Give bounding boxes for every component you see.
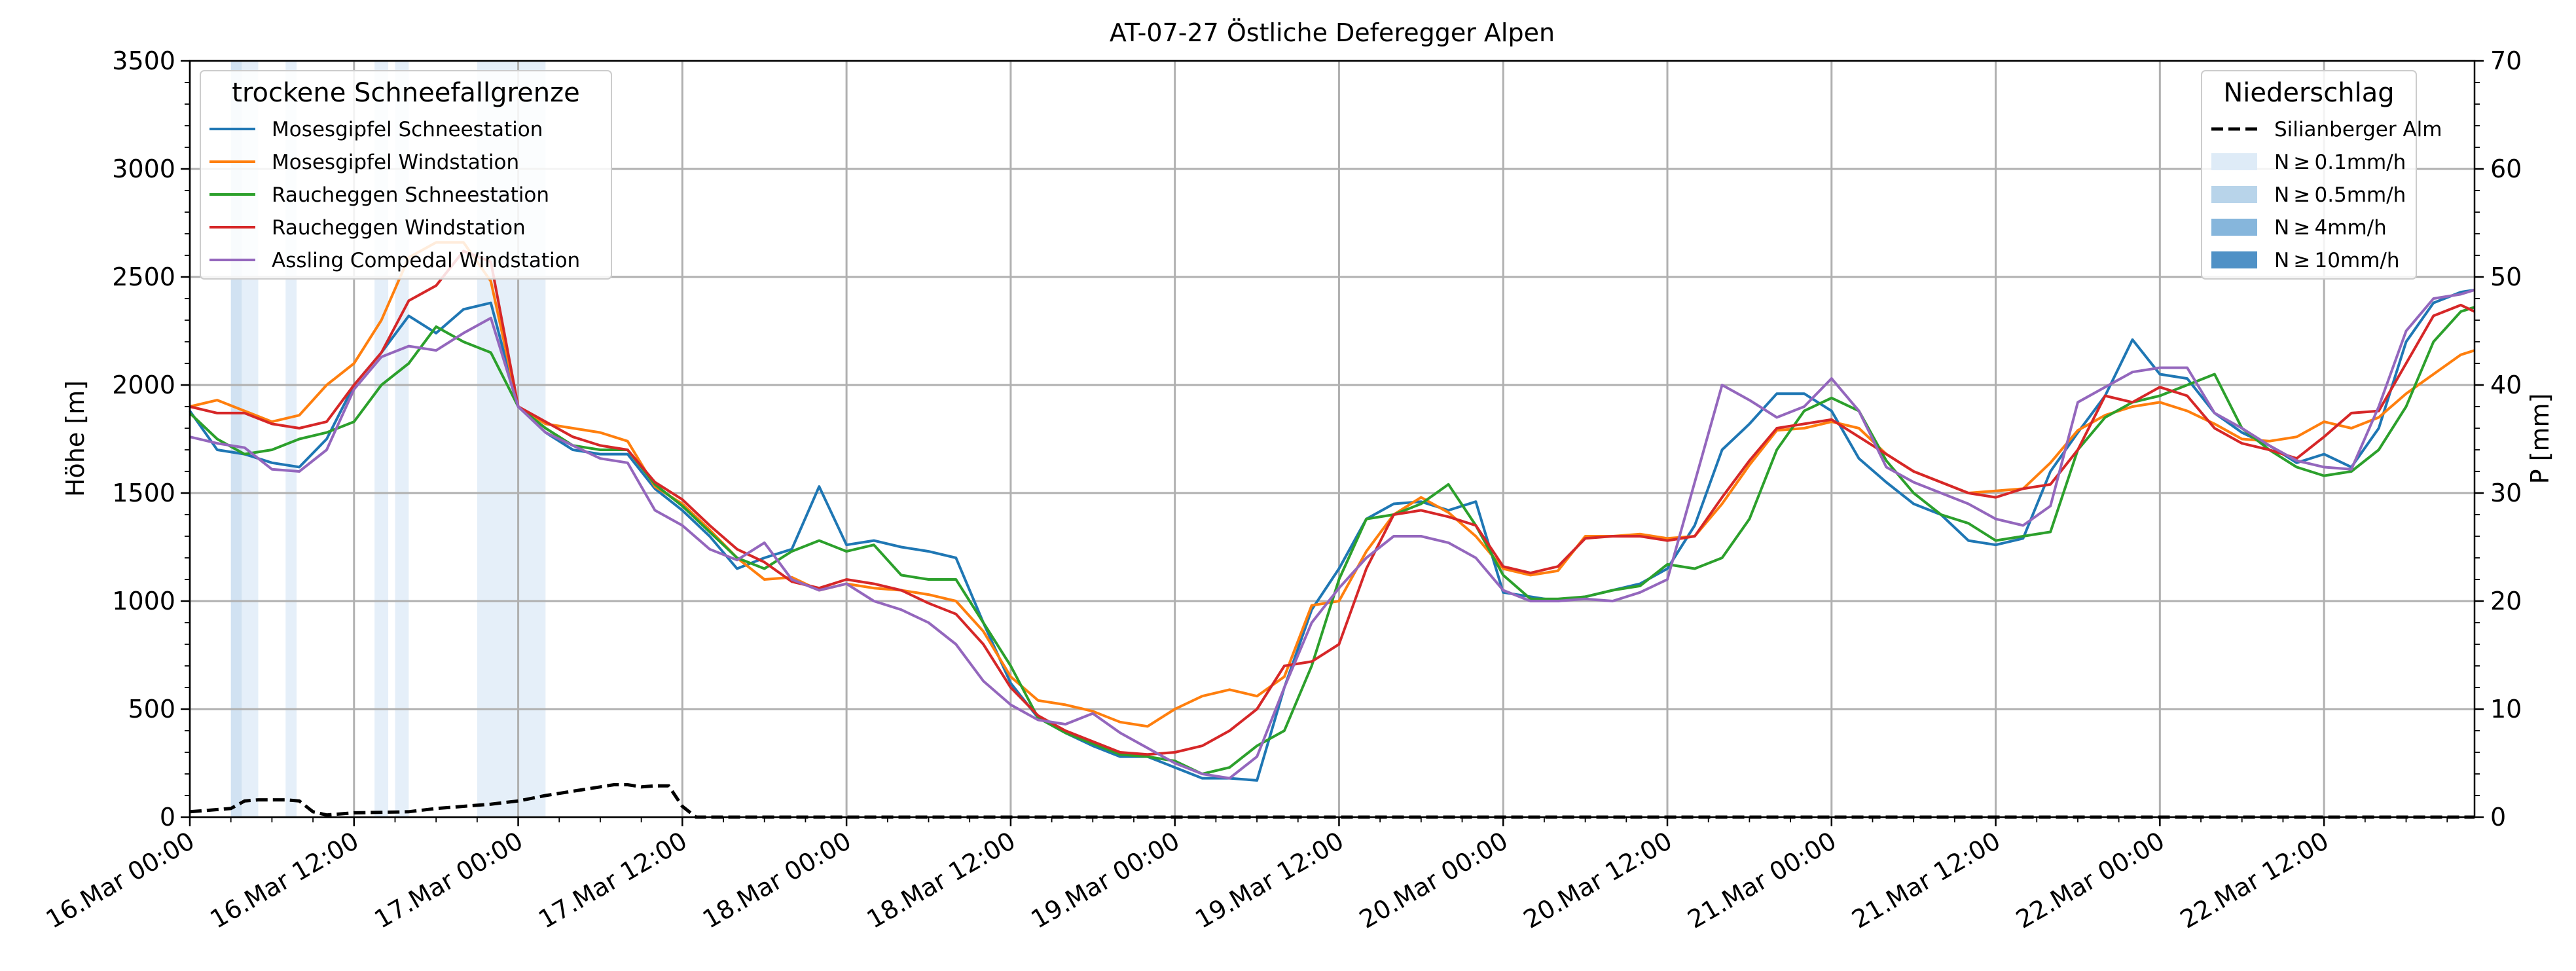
legend-left-title: trockene Schneefallgrenze [232, 78, 579, 108]
x-tick-label: 21.Mar 12:00 [1847, 826, 2005, 934]
series-line-2 [189, 241, 2475, 728]
legend-right-swatch [2211, 153, 2257, 170]
x-tick-label: 17.Mar 12:00 [534, 826, 692, 934]
legend-left-label: Raucheggen Schneestation [272, 183, 549, 207]
y-tick-label-left: 3000 [112, 155, 175, 183]
legend-right-swatch [2211, 219, 2257, 236]
legend-right-label: N ≥ 0.5mm/h [2274, 183, 2406, 207]
legend-right-label: N ≥ 10mm/h [2274, 249, 2399, 272]
x-tick-label: 22.Mar 12:00 [2175, 826, 2334, 934]
y-tick-label-right: 0 [2490, 803, 2506, 832]
x-tick-label: 20.Mar 12:00 [1519, 826, 1677, 934]
y-tick-label-right: 10 [2490, 695, 2522, 724]
legend-left-box [200, 70, 612, 280]
y-axis-label-right: P [mm] [2526, 394, 2554, 485]
y-tick-label-right: 60 [2490, 155, 2522, 183]
legend-right-label: Silianberger Alm [2274, 118, 2442, 141]
y-tick-label-left: 1000 [112, 587, 175, 615]
chart-title: AT-07-27 Östliche Deferegger Alpen [1110, 18, 1555, 47]
y-tick-label-left: 2000 [112, 371, 175, 399]
x-tick-label: 18.Mar 12:00 [862, 826, 1021, 934]
x-tick-label: 19.Mar 00:00 [1026, 826, 1184, 934]
y-tick-label-left: 500 [128, 695, 175, 724]
plot-frame [189, 60, 2476, 818]
x-tick-label: 18.Mar 00:00 [698, 826, 856, 934]
legend-right-label: N ≥ 0.1mm/h [2274, 151, 2406, 174]
y-tick-label-left: 2500 [112, 263, 175, 291]
x-tick-label: 16.Mar 00:00 [41, 826, 200, 934]
legend-right-title: Niederschlag [2223, 78, 2394, 108]
series-line-silianberger-alm [189, 783, 2475, 819]
x-tick-label: 22.Mar 00:00 [2011, 826, 2169, 934]
y-tick-label-right: 70 [2490, 46, 2522, 75]
legend-left-label: Mosesgipfel Windstation [272, 151, 519, 174]
x-tick-label: 19.Mar 12:00 [1190, 826, 1349, 934]
y-tick-label-right: 40 [2490, 371, 2522, 399]
y-tick-label-right: 50 [2490, 263, 2522, 291]
y-tick-label-right: 30 [2490, 479, 2522, 507]
legend-right-label: N ≥ 4mm/h [2274, 216, 2387, 240]
legend-right-swatch [2211, 186, 2257, 203]
series-line-5 [189, 288, 2475, 780]
x-tick-label: 17.Mar 00:00 [369, 826, 528, 934]
series-line-4 [189, 249, 2475, 756]
x-tick-label: 21.Mar 00:00 [1683, 826, 1841, 934]
y-tick-label-left: 0 [160, 803, 175, 832]
legend-left: trockene Schneefallgrenze Mosesgipfel Sch… [200, 70, 612, 280]
y-tick-label-left: 1500 [112, 479, 175, 507]
y-tick-label-left: 3500 [112, 46, 175, 75]
x-tick-label: 20.Mar 00:00 [1354, 826, 1513, 934]
y-tick-label-right: 20 [2490, 587, 2522, 615]
legend-right: Niederschlag Silianberger Alm N ≥ 0.1mm/h N… [2201, 70, 2442, 280]
legend-left-label: Mosesgipfel Schneestation [272, 118, 543, 141]
x-tick-label: 16.Mar 12:00 [206, 826, 364, 934]
legend-left-label: Raucheggen Windstation [272, 216, 526, 240]
y-axis-label-left: Höhe [m] [61, 380, 90, 497]
series-layer [189, 241, 2475, 819]
legend-right-swatch [2211, 251, 2257, 268]
legend-left-label: Assling Compedal Windstation [272, 249, 580, 272]
